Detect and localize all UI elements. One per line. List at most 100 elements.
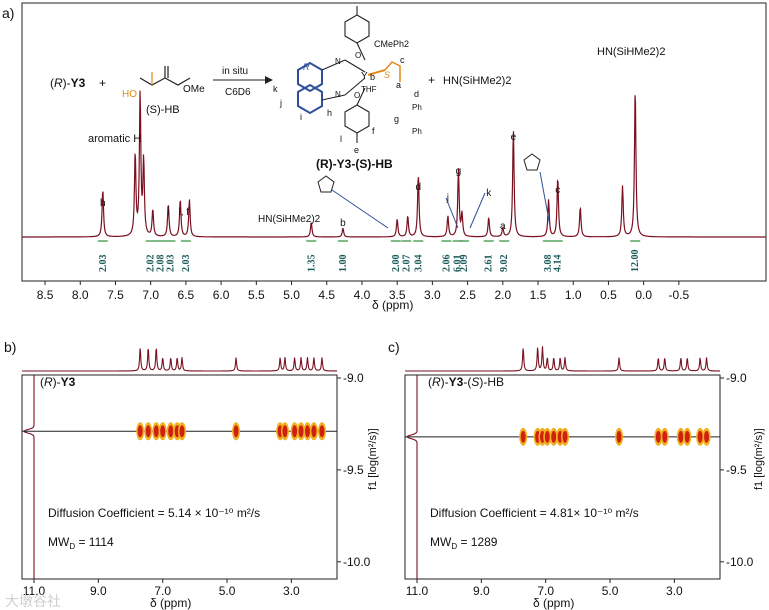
peak-letter: b	[340, 218, 346, 229]
x-axis-label-c: δ (ppm)	[533, 596, 574, 610]
dosy-signal-core	[160, 425, 166, 438]
amine-top-label: HN(SiHMe2)2	[597, 46, 665, 58]
amine-label: HN(SiHMe2)2	[258, 214, 321, 225]
x-tick-label: 8.0	[72, 288, 89, 302]
x-tick-label: 3.5	[389, 288, 406, 302]
x-tick-label: 7.0	[142, 288, 159, 302]
complex-n1: N	[335, 57, 341, 66]
complex-label-c: c	[400, 55, 405, 65]
complex-ph1: Ph	[412, 103, 422, 112]
peak-letter: i	[167, 207, 169, 218]
hb-ho: HO	[122, 89, 137, 100]
integral-value: 2.08	[156, 255, 167, 273]
x-tick-label: 11.0	[23, 584, 46, 598]
x-tick-label: 4.0	[354, 288, 371, 302]
hb-ome: OMe	[183, 84, 205, 95]
integral-marks: 2.03 2.022.082.03 2.03 1.35 1.00 2.00 2.07 3.04…	[97, 240, 641, 273]
x-tick-label: 7.0	[154, 584, 171, 598]
x-tick-label: 8.5	[37, 288, 54, 302]
x-tick-label: 5.5	[248, 288, 265, 302]
y-axis-label-c: f1 [log(m²/s)]	[753, 428, 765, 490]
panel-a-label: a)	[2, 5, 14, 21]
x-tick-label: 1.5	[530, 288, 547, 302]
x-tick-label: 11.0	[406, 584, 429, 598]
hb-label: (S)-HB	[146, 104, 180, 116]
dosy-signal-core	[311, 425, 317, 438]
x-tick-label: 6.5	[178, 288, 195, 302]
complex-n2: N	[335, 90, 341, 99]
complex-label-e: e	[354, 145, 359, 155]
dosy-signal-core	[551, 430, 557, 443]
peak-letter: j	[446, 193, 449, 204]
complex-o1: O	[355, 51, 361, 60]
integral-value: 2.03	[98, 255, 109, 273]
integral-value: 2.02	[146, 255, 157, 273]
dosy-frame-b	[21, 374, 338, 580]
x-tick-label: 0.0	[635, 288, 652, 302]
x-tick-label: 3.0	[666, 584, 683, 598]
complex-label-b: b	[370, 72, 375, 82]
dosy-signal-core	[137, 425, 143, 438]
x-tick-label: 3.0	[424, 288, 441, 302]
spectrum-trace	[22, 90, 766, 238]
peak-letter: d	[416, 182, 422, 193]
y-axis-ticks-c: -9.0 -9.5 -10.0	[720, 371, 754, 569]
hb-structure	[139, 66, 191, 86]
x-axis-label: δ (ppm)	[372, 298, 413, 312]
diffusion-text-c: Diffusion Coefficient = 4.81× 10⁻¹⁰ m²/s	[430, 506, 639, 520]
x-tick-label: 2.5	[459, 288, 476, 302]
compound-b: (R)-Y3	[40, 375, 76, 389]
dosy-signal-core	[704, 430, 710, 443]
x-tick-label: 2.0	[494, 288, 511, 302]
x-tick-label: 7.0	[537, 584, 554, 598]
integral-value: 2.09	[459, 255, 470, 273]
dosy-signal-core	[145, 425, 151, 438]
x-tick-label: 9.0	[473, 584, 490, 598]
complex-cmeph2: CMePh2	[374, 39, 409, 49]
x-axis-label-b: δ (ppm)	[150, 596, 191, 610]
complex-thf: THF	[361, 85, 377, 94]
arrow-top-label: in situ	[222, 66, 248, 77]
dosy-signal-core	[179, 425, 185, 438]
reaction-scheme: (R)-Y3 + HO OMe (S)-HB in situ C6D6	[50, 6, 511, 171]
integral-value: 3.08	[543, 255, 554, 273]
complex-r-label: R	[303, 62, 310, 72]
x-axis-ticks: 8.5 8.0 7.5 7.0 6.5 6.0 5.5 5.0 4.5 4.0 3.5 3.0 2.5 2…	[37, 281, 690, 302]
panel-b-label: b)	[4, 339, 16, 355]
x-tick-label: 5.0	[283, 288, 300, 302]
x-tick-label: 5.0	[219, 584, 236, 598]
y-tick-label: -9.0	[343, 371, 364, 385]
byproduct: HN(SiHMe2)2	[443, 75, 511, 87]
x-tick-label: 6.0	[213, 288, 230, 302]
dosy-signal-core	[684, 430, 690, 443]
diffusion-text-b: Diffusion Coefficient = 5.14 × 10⁻¹⁰ m²/…	[48, 506, 260, 520]
compound-c: (R)-Y3-(S)-HB	[428, 375, 504, 389]
peak-letter: h	[100, 198, 106, 209]
integral-value: 6.01	[453, 255, 464, 273]
complex-label-d: d	[414, 89, 419, 99]
y-tick-label: -9.5	[343, 463, 364, 477]
complex-label-g: g	[394, 114, 399, 124]
integral-value: 3.04	[413, 255, 424, 273]
thf-sketch-1	[317, 153, 551, 229]
projection-vertical-c	[406, 375, 418, 579]
panel-c-label: c)	[388, 339, 400, 355]
reactant-y3: (R)-Y3	[50, 76, 86, 90]
x-axis-ticks-b: 11.0 9.0 7.0 5.0 3.0	[23, 579, 300, 598]
integral-value: 4.14	[553, 255, 564, 273]
peak-letter: k	[486, 188, 492, 199]
dosy-signals-c	[519, 427, 711, 446]
y-tick-label: -10.0	[726, 555, 754, 569]
mw-text-b: MWD = 1114	[48, 535, 114, 551]
peak-letter: c	[555, 185, 560, 196]
projection-1d	[22, 348, 337, 372]
x-tick-label: 7.5	[107, 288, 124, 302]
dosy-signal-core	[520, 430, 526, 443]
arrow-bottom-label: C6D6	[225, 87, 251, 98]
projection-vertical	[23, 375, 35, 579]
integral-value: 2.06	[441, 255, 452, 273]
x-tick-label: 0.5	[600, 288, 617, 302]
integral-value: 2.03	[181, 255, 192, 273]
complex-ph2: Ph	[412, 127, 422, 136]
